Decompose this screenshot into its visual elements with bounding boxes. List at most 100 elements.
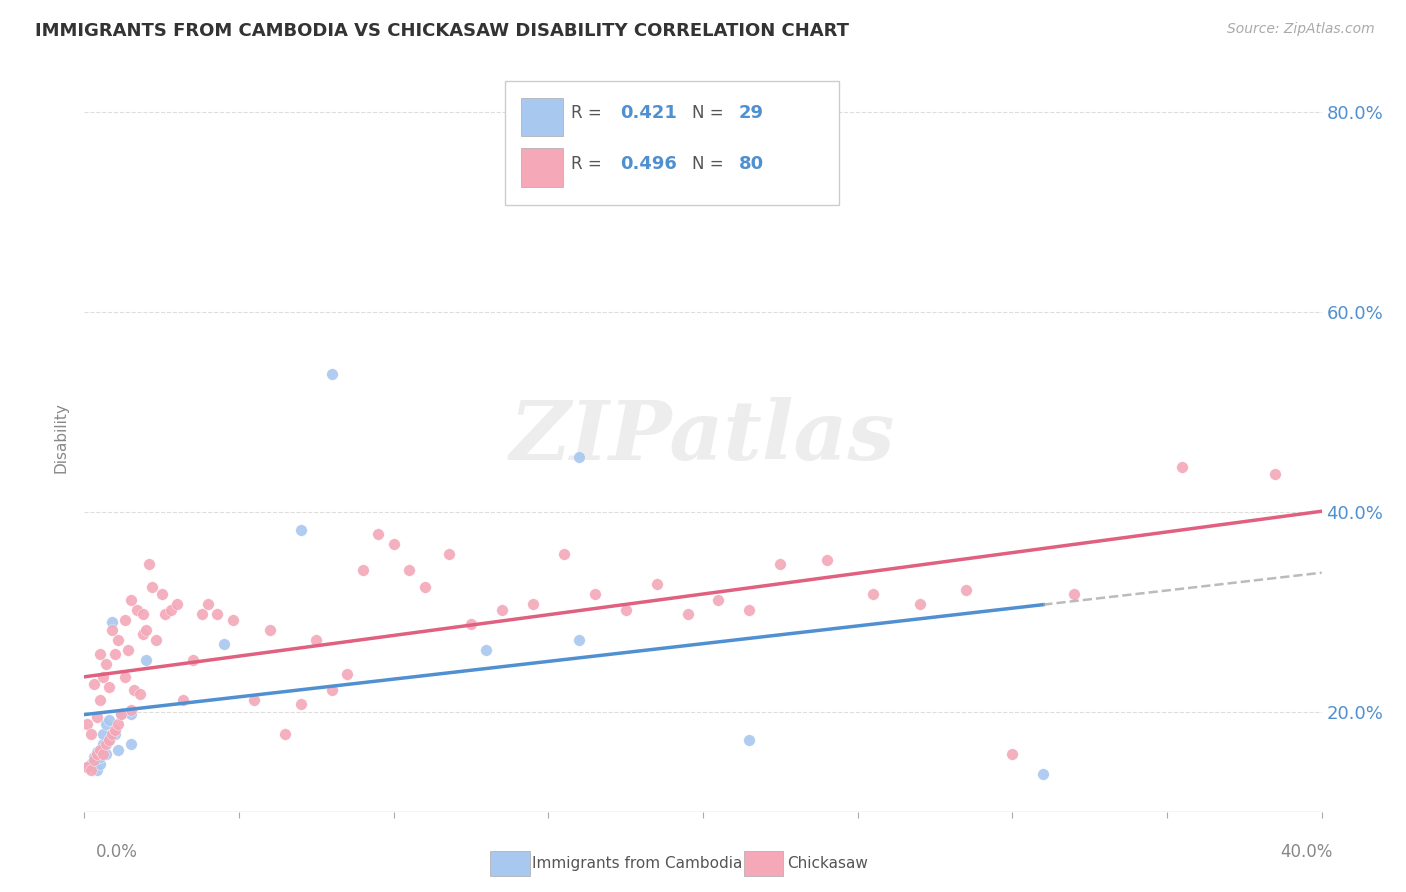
- Point: [94, 657, 117, 671]
- Point: [352, 563, 374, 577]
- Point: [460, 616, 482, 631]
- Text: Source: ZipAtlas.com: Source: ZipAtlas.com: [1227, 22, 1375, 37]
- Point: [110, 706, 132, 721]
- Point: [769, 557, 792, 571]
- Point: [76, 760, 98, 774]
- Point: [290, 523, 312, 537]
- Point: [439, 547, 461, 561]
- Point: [645, 577, 668, 591]
- Point: [738, 732, 761, 747]
- Text: 29: 29: [740, 104, 763, 122]
- FancyBboxPatch shape: [505, 81, 839, 205]
- FancyBboxPatch shape: [522, 148, 564, 186]
- Point: [135, 623, 157, 637]
- Point: [98, 732, 121, 747]
- Point: [114, 670, 136, 684]
- Point: [94, 737, 117, 751]
- Point: [568, 450, 591, 464]
- Point: [141, 580, 163, 594]
- Point: [101, 623, 124, 637]
- Point: [107, 716, 129, 731]
- Point: [86, 745, 108, 759]
- Point: [132, 627, 155, 641]
- Point: [222, 613, 245, 627]
- Point: [86, 747, 108, 761]
- Point: [114, 613, 136, 627]
- Point: [191, 607, 214, 621]
- Text: 80: 80: [740, 154, 763, 172]
- Point: [117, 643, 139, 657]
- Point: [336, 666, 359, 681]
- Point: [197, 597, 219, 611]
- Point: [79, 763, 101, 777]
- Point: [125, 603, 148, 617]
- Point: [98, 732, 121, 747]
- Point: [89, 756, 111, 771]
- Text: N =: N =: [692, 154, 728, 172]
- Point: [815, 553, 838, 567]
- Point: [305, 632, 328, 647]
- Point: [132, 607, 155, 621]
- Point: [145, 632, 167, 647]
- Point: [94, 747, 117, 761]
- Point: [172, 693, 194, 707]
- Point: [862, 587, 884, 601]
- Point: [101, 615, 124, 629]
- Point: [553, 547, 575, 561]
- FancyBboxPatch shape: [744, 851, 783, 876]
- Y-axis label: Disability: Disability: [53, 401, 69, 473]
- Point: [1032, 766, 1054, 780]
- Point: [101, 727, 124, 741]
- Point: [76, 716, 98, 731]
- Point: [83, 749, 105, 764]
- Point: [83, 677, 105, 691]
- Point: [86, 710, 108, 724]
- Point: [107, 632, 129, 647]
- Point: [243, 693, 266, 707]
- Point: [91, 727, 114, 741]
- Text: 0.421: 0.421: [620, 104, 676, 122]
- Text: 40.0%: 40.0%: [1281, 843, 1333, 861]
- Point: [91, 670, 114, 684]
- Point: [367, 527, 389, 541]
- Point: [104, 723, 127, 737]
- Text: IMMIGRANTS FROM CAMBODIA VS CHICKASAW DISABILITY CORRELATION CHART: IMMIGRANTS FROM CAMBODIA VS CHICKASAW DI…: [35, 22, 849, 40]
- Point: [413, 580, 436, 594]
- Text: R =: R =: [571, 104, 606, 122]
- Point: [290, 697, 312, 711]
- Point: [76, 760, 98, 774]
- Point: [110, 706, 132, 721]
- Point: [104, 647, 127, 661]
- Point: [153, 607, 176, 621]
- Point: [83, 753, 105, 767]
- Point: [707, 593, 730, 607]
- Point: [676, 607, 699, 621]
- Point: [908, 597, 931, 611]
- Point: [568, 632, 591, 647]
- Text: Chickasaw: Chickasaw: [787, 856, 868, 871]
- Point: [382, 537, 405, 551]
- Point: [1171, 460, 1194, 475]
- Point: [475, 643, 498, 657]
- Point: [138, 557, 160, 571]
- Point: [181, 653, 204, 667]
- Point: [129, 687, 152, 701]
- Point: [120, 737, 142, 751]
- Point: [1063, 587, 1085, 601]
- Point: [120, 593, 142, 607]
- Point: [160, 603, 183, 617]
- Point: [212, 637, 235, 651]
- Text: N =: N =: [692, 104, 728, 122]
- Point: [122, 682, 145, 697]
- Text: 0.496: 0.496: [620, 154, 676, 172]
- Point: [259, 623, 281, 637]
- Text: ZIPatlas: ZIPatlas: [510, 397, 896, 477]
- FancyBboxPatch shape: [522, 97, 564, 136]
- Point: [738, 603, 761, 617]
- Point: [89, 749, 111, 764]
- Point: [120, 703, 142, 717]
- Text: Immigrants from Cambodia: Immigrants from Cambodia: [533, 856, 742, 871]
- Point: [583, 587, 606, 601]
- Point: [398, 563, 420, 577]
- Point: [207, 607, 229, 621]
